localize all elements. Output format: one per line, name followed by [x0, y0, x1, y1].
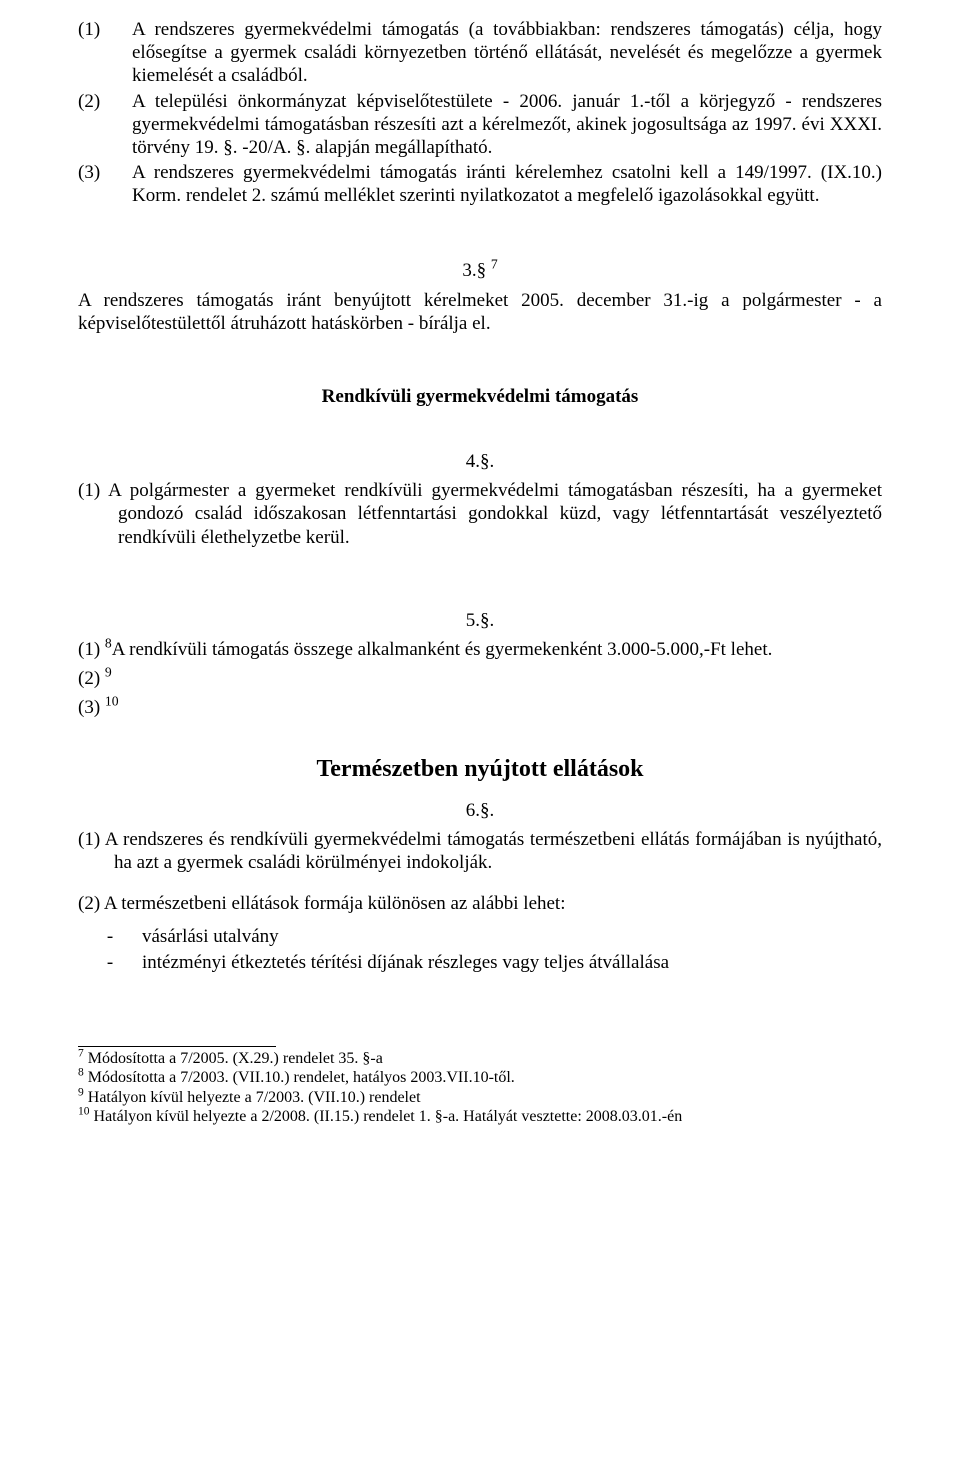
- section-number-5: 5.§.: [78, 609, 882, 632]
- item-number: (1): [78, 18, 132, 88]
- footnote-num: 10: [78, 1106, 90, 1118]
- item-number: (2): [78, 893, 104, 914]
- footnotes-block: 7 Módosította a 7/2005. (X.29.) rendelet…: [78, 1049, 882, 1127]
- section-5-para-2: (2) 9: [78, 667, 882, 690]
- item-number: (2): [78, 90, 132, 160]
- section-number-4: 4.§.: [78, 450, 882, 473]
- item-text: A rendszeres gyermekvédelmi támogatás ir…: [132, 161, 882, 207]
- ordered-item-2: (2) A települési önkormányzat képviselőt…: [78, 90, 882, 160]
- footnote-text: Hatályon kívül helyezte a 7/2003. (VII.1…: [84, 1089, 421, 1106]
- dash-icon: -: [78, 925, 142, 948]
- item-text: A települési önkormányzat képviselőtestü…: [132, 90, 882, 160]
- dash-list: - vásárlási utalvány - intézményi étkezt…: [78, 925, 882, 973]
- item-number: (2): [78, 668, 105, 689]
- section-number-6: 6.§.: [78, 799, 882, 822]
- section-3-body: A rendszeres támogatás iránt benyújtott …: [78, 289, 882, 335]
- footnote-ref-8: 8: [105, 636, 112, 651]
- document-page: (1) A rendszeres gyermekvédelmi támogatá…: [0, 0, 960, 1147]
- list-item: - vásárlási utalvány: [78, 925, 882, 948]
- section-5-para-1: (1) 8A rendkívüli támogatás összege alka…: [78, 638, 882, 661]
- item-text: A természetbeni ellátások formája különö…: [104, 893, 566, 914]
- ordered-item-3: (3) A rendszeres gyermekvédelmi támogatá…: [78, 161, 882, 207]
- item-text: A rendszeres gyermekvédelmi támogatás (a…: [132, 18, 882, 88]
- footnote-text: Hatályon kívül helyezte a 2/2008. (II.15…: [90, 1108, 683, 1125]
- section-6-para-2: (2) A természetbeni ellátások formája kü…: [78, 892, 882, 915]
- section-5-para-3: (3) 10: [78, 696, 882, 719]
- section-4-para-1: (1) A polgármester a gyermeket rendkívül…: [78, 479, 882, 549]
- list-item-text: intézményi étkeztetés térítési díjának r…: [142, 951, 882, 974]
- footnote-7: 7 Módosította a 7/2005. (X.29.) rendelet…: [78, 1049, 882, 1069]
- footnote-ref-7: 7: [491, 257, 498, 272]
- subheading-rendkivuli: Rendkívüli gyermekvédelmi támogatás: [78, 385, 882, 408]
- footnote-text: Módosította a 7/2003. (VII.10.) rendelet…: [84, 1069, 515, 1086]
- footnote-8: 8 Módosította a 7/2003. (VII.10.) rendel…: [78, 1068, 882, 1088]
- list-item-text: vásárlási utalvány: [142, 925, 882, 948]
- item-number: (1): [78, 829, 105, 850]
- item-text: A rendkívüli támogatás összege alkalmank…: [112, 639, 773, 660]
- footnote-9: 9 Hatályon kívül helyezte a 7/2003. (VII…: [78, 1088, 882, 1108]
- ordered-item-1: (1) A rendszeres gyermekvédelmi támogatá…: [78, 18, 882, 88]
- footnote-separator: [78, 1046, 276, 1047]
- footnote-ref-9: 9: [105, 665, 112, 680]
- section-6-para-1: (1) A rendszeres és rendkívüli gyermekvé…: [78, 828, 882, 874]
- footnote-text: Módosította a 7/2005. (X.29.) rendelet 3…: [84, 1050, 383, 1067]
- subheading-termeszetben: Természetben nyújtott ellátások: [78, 755, 882, 784]
- item-number: (1): [78, 480, 108, 501]
- item-number: (1): [78, 639, 105, 660]
- list-item: - intézményi étkeztetés térítési díjának…: [78, 951, 882, 974]
- item-text: A polgármester a gyermeket rendkívüli gy…: [108, 480, 882, 547]
- footnote-10: 10 Hatályon kívül helyezte a 2/2008. (II…: [78, 1107, 882, 1127]
- section-number-3: 3.§ 7: [78, 259, 882, 282]
- section-label: 3.§: [462, 260, 491, 281]
- item-number: (3): [78, 161, 132, 207]
- item-text: A rendszeres és rendkívüli gyermekvédelm…: [105, 829, 882, 873]
- item-number: (3): [78, 697, 105, 718]
- footnote-ref-10: 10: [105, 694, 119, 709]
- dash-icon: -: [78, 951, 142, 974]
